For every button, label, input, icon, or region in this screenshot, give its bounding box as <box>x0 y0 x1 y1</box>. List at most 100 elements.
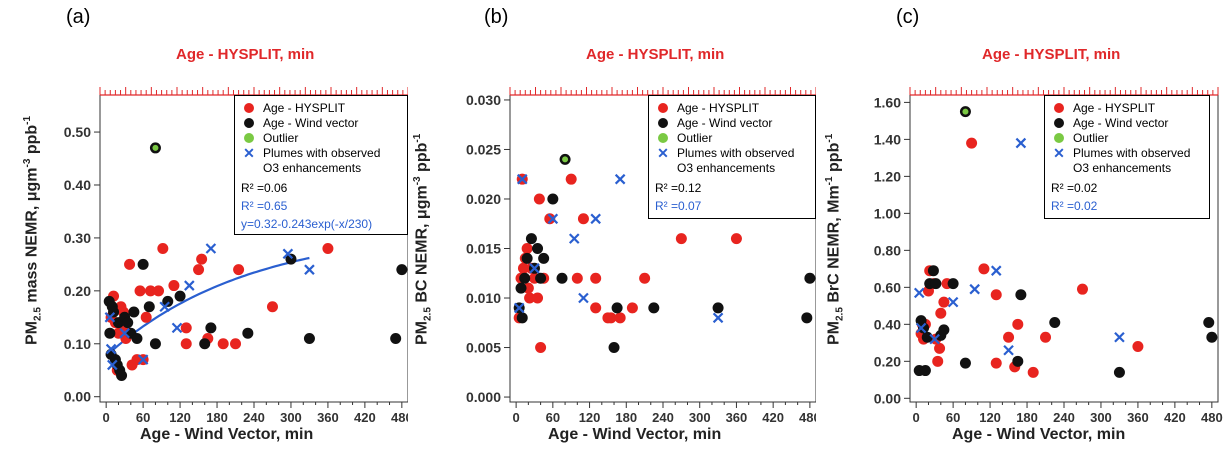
wind-vector-point <box>1049 316 1061 328</box>
x-tick-label: 360 <box>317 410 339 425</box>
y-tick-label: 0.010 <box>466 290 501 306</box>
y-tick-label: 0.000 <box>466 389 501 405</box>
wind-vector-point <box>919 365 931 377</box>
wind-vector-point <box>516 312 528 324</box>
x-tick-label: 300 <box>280 410 302 425</box>
y-tick-label: 0.40 <box>874 316 901 332</box>
wind-vector-point <box>525 233 537 245</box>
wind-vector-point <box>608 342 620 354</box>
hysplit-point <box>233 264 245 276</box>
x-tick-label: 60 <box>136 410 150 425</box>
legend-item-wind: Age - Wind vector <box>1051 115 1203 130</box>
wind-vector-point <box>921 331 933 343</box>
wind-vector-point <box>532 243 544 254</box>
y-tick-label: 0.005 <box>466 340 501 356</box>
legend: Age - HYSPLIT Age - Wind vector Outlier … <box>648 95 816 219</box>
hysplit-point <box>1012 318 1024 330</box>
hysplit-point <box>524 292 536 304</box>
plume-marker <box>171 322 183 334</box>
wind-vector-point <box>1113 366 1125 378</box>
fit-equation: y=0.32-0.243exp(-x/230) <box>241 217 373 231</box>
hysplit-point <box>565 173 577 185</box>
y-tick-label: 0.025 <box>466 141 501 157</box>
r2-black: R² =0.12 <box>655 181 702 195</box>
plume-marker <box>913 287 925 299</box>
r2-black: R² =0.06 <box>241 181 288 195</box>
hysplit-point <box>571 272 583 284</box>
legend-item-hysplit: Age - HYSPLIT <box>241 100 401 115</box>
wind-vector-point <box>804 272 816 284</box>
wind-vector-point <box>285 253 297 265</box>
legend-item-plumes: ✕ Plumes with observed <box>657 144 795 161</box>
x-axis-label: Age - Wind Vector, min <box>952 426 1126 443</box>
hysplit-point <box>535 342 547 354</box>
r2-blue: R² =0.65 <box>241 199 288 213</box>
hysplit-point <box>153 285 165 297</box>
hysplit-point <box>196 253 208 265</box>
hysplit-point <box>990 357 1002 369</box>
plume-marker <box>205 243 217 254</box>
x-tick-label: 360 <box>726 410 748 425</box>
hysplit-point <box>978 263 990 275</box>
hysplit-point <box>157 243 169 254</box>
plume-marker <box>947 296 959 308</box>
outlier-point-core <box>562 156 569 163</box>
hysplit-point <box>145 285 157 297</box>
plume-marker <box>1003 344 1014 356</box>
wind-vector-point <box>116 370 128 382</box>
plume-marker <box>529 263 540 274</box>
y-tick-label: 0.60 <box>874 279 901 295</box>
wind-vector-point <box>128 306 140 318</box>
hysplit-point <box>932 355 944 367</box>
panel-label: (b) <box>484 6 509 28</box>
hysplit-point <box>521 243 533 254</box>
x-tick-label: 120 <box>579 410 601 425</box>
hysplit-point <box>626 302 638 314</box>
y-tick-label: 0.020 <box>466 191 501 207</box>
hysplit-point <box>590 302 602 314</box>
wind-vector-point <box>242 327 254 339</box>
hysplit-point <box>1076 283 1088 295</box>
fit-curve <box>105 256 310 357</box>
r2-blue: R² =0.02 <box>1051 199 1098 213</box>
plume-marker <box>969 283 980 295</box>
plume-marker <box>590 213 601 225</box>
y-tick-label: 0.80 <box>874 242 901 258</box>
plume-marker <box>513 302 525 314</box>
hysplit-point <box>217 338 229 350</box>
top-axis-title: Age - HYSPLIT, min <box>586 46 725 63</box>
wind-vector-point <box>143 301 155 313</box>
legend-item-plumes-cont: O3 enhancements <box>1073 160 1172 175</box>
hysplit-point <box>230 338 242 350</box>
scatter-plot-c: 0 60 120 180 240 300 360 420 480 0.00 0.20 0.40 0.60… <box>874 87 1223 425</box>
x-tick-label: 180 <box>206 410 228 425</box>
hysplit-point <box>614 312 626 324</box>
hysplit-point <box>517 262 529 274</box>
plume-marker <box>516 173 528 185</box>
hysplit-point <box>134 285 146 297</box>
r2-blue: R² =0.07 <box>655 199 702 213</box>
wind-vector-point <box>538 252 550 264</box>
wind-vector-point <box>535 272 547 284</box>
wind-vector-point <box>108 306 120 318</box>
x-tick-label: 300 <box>689 410 711 425</box>
x-tick-label: 240 <box>1053 410 1075 425</box>
wind-vector-point <box>205 322 217 334</box>
wind-vector-point <box>162 295 174 307</box>
plume-marker <box>159 301 170 313</box>
wind-vector-point <box>1012 355 1024 367</box>
plume-marker <box>184 280 195 291</box>
hysplit-point <box>590 272 602 284</box>
x-tick-label: 0 <box>513 410 520 425</box>
x-tick-label: 480 <box>1201 410 1223 425</box>
plume-marker <box>282 248 294 260</box>
plume-marker <box>304 264 315 275</box>
plume-marker <box>1015 137 1027 149</box>
hysplit-point <box>124 258 136 270</box>
x-tick-label: 180 <box>615 410 637 425</box>
wind-vector-point <box>390 332 402 344</box>
legend-item-plumes: ✕ Plumes with observed <box>243 144 381 161</box>
x-tick-label: 0 <box>913 410 920 425</box>
legend-item-hysplit: Age - HYSPLIT <box>1051 100 1203 115</box>
wind-vector-point <box>547 193 559 205</box>
